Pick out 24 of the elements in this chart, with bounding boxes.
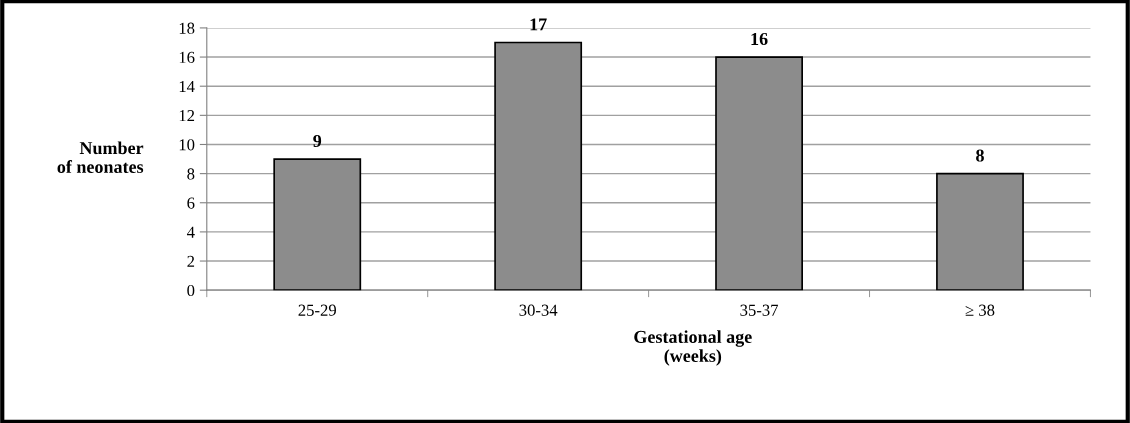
x-tick-label: ≥ 38 (965, 304, 995, 316)
y-tick-label: 2 (187, 255, 195, 267)
data-label: 17 (530, 18, 547, 31)
y-tick-label: 10 (179, 139, 195, 151)
data-label: 9 (313, 134, 322, 148)
y-tick-label: 16 (179, 51, 195, 63)
y-axis-title: Number of neonates (57, 141, 144, 174)
y-tick-label: 4 (186, 226, 195, 238)
data-label: 16 (751, 32, 768, 46)
x-tick-label: 25-29 (298, 304, 337, 316)
y-tick-label: 6 (187, 197, 195, 209)
y-tick-label: 12 (179, 110, 195, 122)
y-tick-label: 18 (179, 22, 195, 34)
x-axis-title: Gestational age (weeks) (634, 330, 752, 366)
y-tick-label: 8 (187, 168, 195, 180)
bar (715, 56, 803, 291)
data-label: 8 (976, 149, 984, 162)
y-tick-label: 0 (187, 284, 195, 297)
bar (494, 41, 583, 291)
x-tick-label: 30-34 (519, 304, 558, 316)
bar (936, 172, 1024, 291)
bar (273, 158, 362, 291)
x-tick-label: 35-37 (740, 304, 779, 316)
y-tick-label: 14 (179, 80, 195, 92)
